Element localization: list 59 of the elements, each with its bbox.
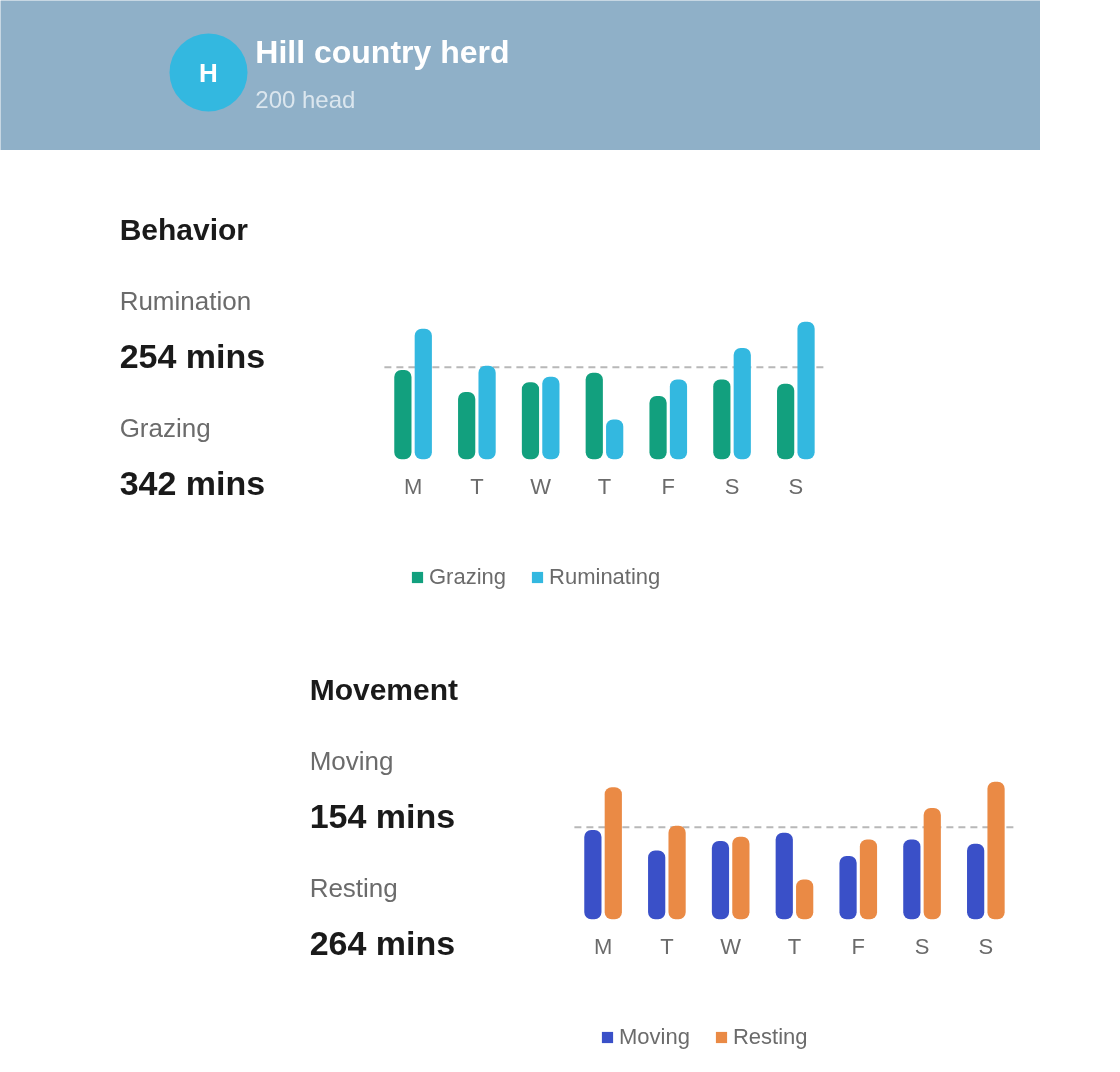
text: Moving <box>309 746 394 777</box>
x-tick-label: W <box>530 474 552 500</box>
bar <box>777 383 795 460</box>
legend-label: Moving <box>619 1024 690 1050</box>
text: Grazing <box>119 412 211 443</box>
x-tick-label: M <box>593 934 613 960</box>
chart-title: Movement <box>309 673 459 707</box>
legend-label: Ruminating <box>549 564 661 590</box>
legend-label: Grazing <box>429 564 507 590</box>
x-tick-label: S <box>788 474 804 500</box>
x-tick-label: F <box>661 474 675 500</box>
text: Hill country herd <box>255 33 510 70</box>
text: 200 head <box>255 86 356 113</box>
bar <box>458 391 476 460</box>
bar <box>606 419 624 460</box>
x-tick-label: T <box>660 934 674 960</box>
bar <box>584 829 602 920</box>
text: Rumination <box>119 286 252 317</box>
x-tick-label: S <box>914 934 930 960</box>
bar <box>542 376 560 460</box>
bar <box>668 825 686 920</box>
bar <box>394 369 412 460</box>
x-tick-label: S <box>724 474 740 500</box>
bar <box>733 347 751 460</box>
bar <box>839 856 857 920</box>
text: 254 mins <box>119 337 266 376</box>
bar <box>414 328 432 460</box>
bar <box>713 379 731 460</box>
bar <box>903 839 921 920</box>
bar <box>585 372 603 460</box>
bar <box>711 840 730 920</box>
bar <box>797 321 815 460</box>
bar <box>648 850 666 920</box>
text: Resting <box>309 872 398 903</box>
bar <box>604 787 622 920</box>
bar <box>478 365 496 460</box>
text: H <box>199 57 218 88</box>
bar <box>987 781 1005 920</box>
x-tick-label: T <box>787 934 802 960</box>
text: 154 mins <box>309 797 456 836</box>
bar <box>775 832 793 920</box>
x-tick-label: T <box>470 474 484 500</box>
x-tick-label: F <box>851 934 865 960</box>
x-tick-label: T <box>597 474 612 500</box>
chart-title: Behavior <box>119 213 249 247</box>
x-tick-label: M <box>403 474 423 500</box>
bar <box>796 879 814 920</box>
text: 264 mins <box>309 923 456 962</box>
bar <box>923 807 941 920</box>
bar <box>649 396 667 460</box>
x-tick-label: S <box>978 934 994 960</box>
bar <box>967 843 985 920</box>
bar <box>669 379 688 460</box>
x-tick-label: W <box>720 934 742 960</box>
bar <box>859 839 878 920</box>
bar <box>732 836 750 920</box>
legend-label: Resting <box>732 1024 808 1050</box>
bar <box>521 382 540 460</box>
text: 342 mins <box>119 463 266 502</box>
